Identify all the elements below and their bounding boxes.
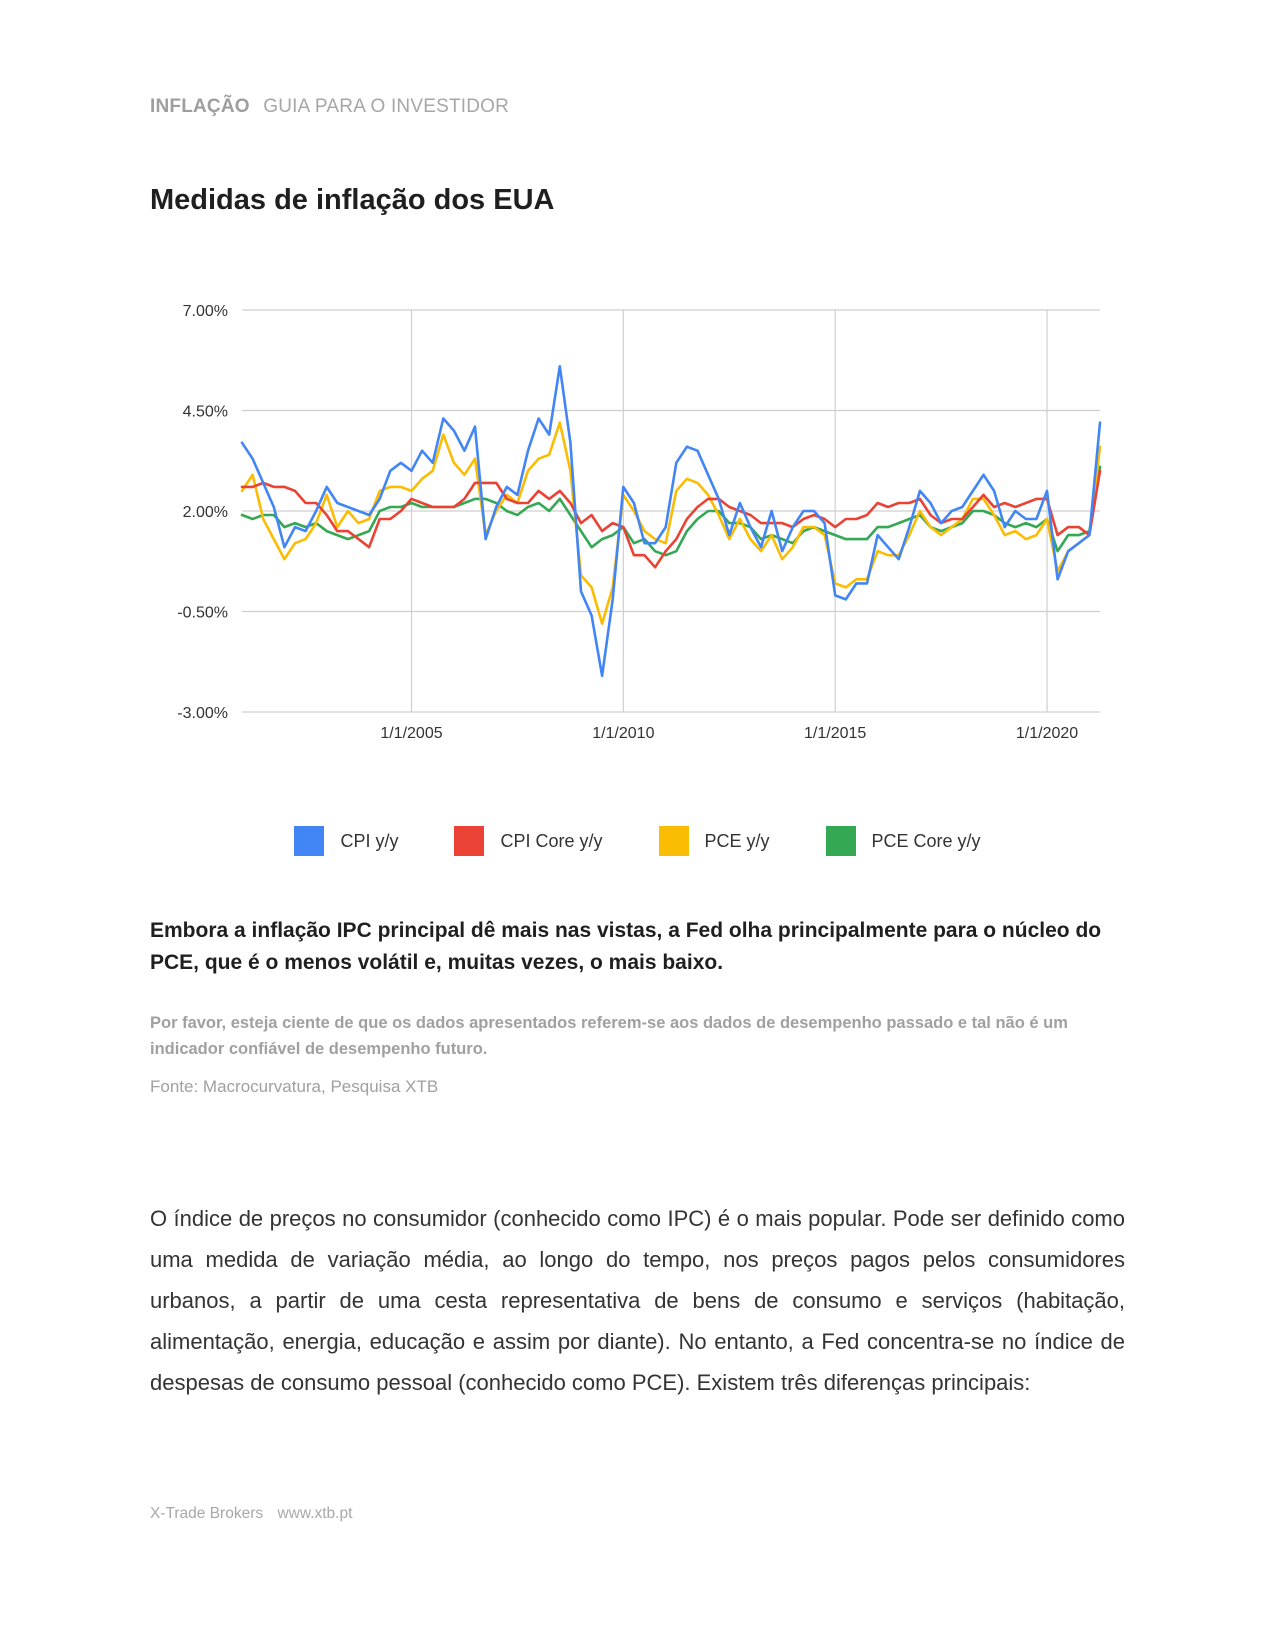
disclaimer: Por favor, esteja ciente de que os dados… [150,1014,1068,1058]
legend-swatch-cpi-core [454,826,485,856]
y-tick-label: -3.00% [177,705,228,722]
legend-item-pce-core: PCE Core y/y [825,826,981,856]
y-tick-label: -0.50% [177,605,228,622]
page-footer: X-Trade Brokers www.xtb.pt [150,1505,352,1523]
source-note: Fonte: Macrocurvatura, Pesquisa XTB [150,1077,439,1096]
footer-url: www.xtb.pt [277,1505,353,1522]
y-tick-label: 2.00% [183,504,228,521]
header-subtitle: GUIA PARA O INVESTIDOR [263,96,510,117]
legend-item-cpi: CPI y/y [294,826,398,856]
series-line-pce-y-y [240,421,1102,625]
chart-legend: CPI y/y CPI Core y/y PCE y/y PCE Core y/… [0,826,1275,856]
footer-company: X-Trade Brokers [150,1505,264,1522]
body-paragraph: O índice de preços no consumidor (conhec… [150,1206,1125,1395]
legend-label-pce: PCE y/y [704,830,770,851]
x-tick-label: 1/1/2020 [1016,725,1078,742]
legend-item-cpi-core: CPI Core y/y [454,826,603,856]
series-line-cpi-core-y-y [240,469,1102,569]
y-axis-ticks: 7.00% 4.50% 2.00% -0.50% -3.00% [177,303,228,722]
legend-swatch-pce [658,826,689,856]
legend-label-cpi: CPI y/y [340,830,399,851]
legend-label-cpi-core: CPI Core y/y [500,830,603,851]
series-line-cpi-y-y [240,365,1102,678]
page-header: INFLAÇÃO GUIA PARA O INVESTIDOR [150,96,509,118]
legend-label-pce-core: PCE Core y/y [871,830,981,851]
x-tick-label: 1/1/2015 [804,725,866,742]
chart-series [240,365,1102,678]
legend-swatch-cpi [294,826,325,856]
legend-swatch-pce-core [825,826,856,856]
x-axis-ticks: 1/1/2005 1/1/2010 1/1/2015 1/1/2020 [380,725,1078,742]
y-tick-label: 4.50% [183,404,228,421]
header-section: INFLAÇÃO [150,96,250,117]
legend-item-pce: PCE y/y [658,826,770,856]
page-title: Medidas de inflação dos EUA [150,184,555,216]
y-tick-label: 7.00% [183,303,228,320]
inflation-line-chart: 7.00%4.50%2.00%-0.50%-3.00% 1/1/2005 1/1/… [177,303,1102,742]
x-tick-label: 1/1/2010 [592,725,654,742]
lead-paragraph: Embora a inflação IPC principal dê mais … [150,919,1102,974]
x-tick-label: 1/1/2005 [380,725,442,742]
series-line-pce-core-y-y [240,465,1102,557]
